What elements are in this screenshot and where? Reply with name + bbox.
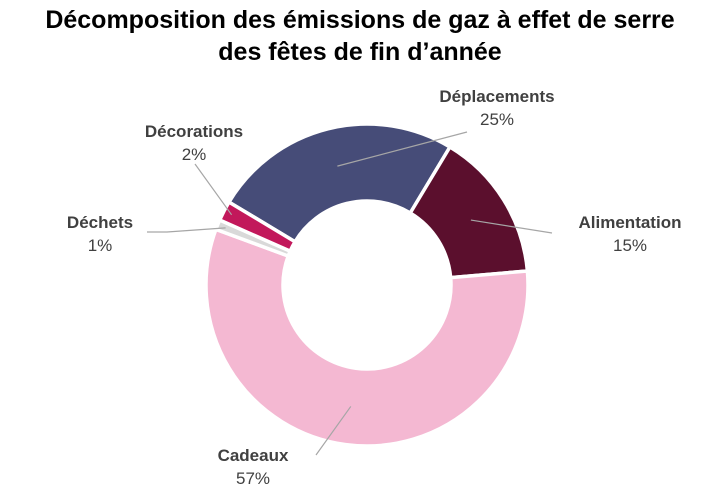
chart-title-line-2: des fêtes de fin d’année (218, 38, 502, 66)
leader-line-alimentation (470, 219, 553, 234)
leader-line-deplacements (337, 131, 468, 167)
slice-label-dechets: Déchets (67, 213, 133, 232)
slice-value-deplacements: 25% (480, 110, 514, 129)
slice-value-alimentation: 15% (613, 236, 647, 255)
leader-line-decorations (194, 163, 233, 216)
chart-title-line-1: Décomposition des émissions de gaz à eff… (45, 6, 674, 34)
slice-label-decorations: Décorations (145, 122, 243, 141)
slice-value-dechets: 1% (88, 236, 113, 255)
leader-line-dechets (147, 227, 226, 233)
donut-slices (204, 122, 530, 448)
slice-labels: Déplacements 25% Alimentation 15% Cadeau… (67, 87, 682, 488)
slice-label-deplacements: Déplacements (439, 87, 554, 106)
slice-value-cadeaux: 57% (236, 469, 270, 488)
slice-deplacements (227, 122, 452, 244)
slice-decorations (217, 200, 297, 253)
slice-cadeaux (204, 227, 530, 448)
leader-line-cadeaux (315, 406, 352, 456)
slice-value-decorations: 2% (182, 145, 207, 164)
slice-label-cadeaux: Cadeaux (218, 446, 289, 465)
leader-lines (147, 131, 553, 456)
slice-label-alimentation: Alimentation (579, 213, 682, 232)
